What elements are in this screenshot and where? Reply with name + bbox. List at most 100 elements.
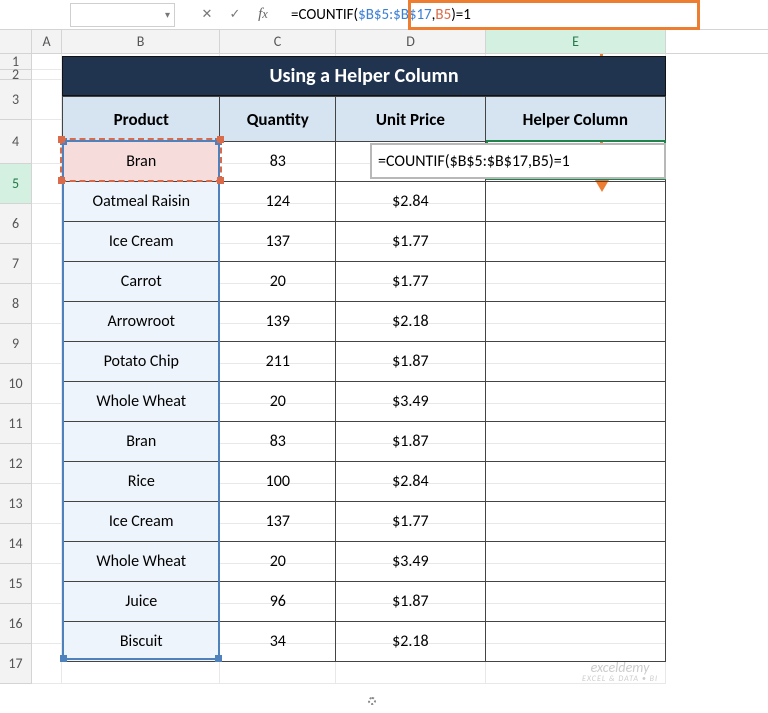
cell[interactable] bbox=[32, 54, 62, 70]
row-header-14[interactable]: 14 bbox=[0, 524, 32, 564]
cell-quantity[interactable]: 211 bbox=[220, 342, 336, 381]
cell-unit-price[interactable]: $1.77 bbox=[336, 502, 486, 541]
cancel-icon[interactable]: ✕ bbox=[193, 3, 221, 27]
cell[interactable] bbox=[32, 120, 62, 164]
fill-handle-icon[interactable] bbox=[368, 697, 376, 705]
cell-helper[interactable] bbox=[486, 382, 665, 421]
row-header-17[interactable]: 17 bbox=[0, 644, 32, 684]
name-box[interactable]: ▾ bbox=[70, 3, 175, 27]
cell-product[interactable]: Oatmeal Raisin bbox=[63, 182, 220, 221]
accept-icon[interactable]: ✓ bbox=[221, 3, 249, 27]
cell[interactable] bbox=[32, 80, 62, 120]
cell-product[interactable]: Ice Cream bbox=[63, 502, 220, 541]
cell-unit-price[interactable]: $1.77 bbox=[336, 262, 486, 301]
cell-quantity[interactable]: 96 bbox=[220, 582, 336, 621]
cell-unit-price[interactable]: $1.87 bbox=[336, 422, 486, 461]
cell-product[interactable]: Ice Cream bbox=[63, 222, 220, 261]
cell[interactable] bbox=[32, 204, 62, 244]
cell-helper[interactable] bbox=[486, 262, 665, 301]
row-header-5[interactable]: 5 bbox=[0, 164, 32, 204]
row-header-4[interactable]: 4 bbox=[0, 120, 32, 164]
row-header-13[interactable]: 13 bbox=[0, 484, 32, 524]
row-header-7[interactable]: 7 bbox=[0, 244, 32, 284]
cell[interactable] bbox=[32, 604, 62, 644]
cell-quantity[interactable]: 83 bbox=[220, 422, 336, 461]
cell-helper[interactable] bbox=[486, 342, 665, 381]
row-header-9[interactable]: 9 bbox=[0, 324, 32, 364]
select-all-corner[interactable] bbox=[0, 30, 32, 53]
formula-input[interactable]: =COUNTIF($B$5:$B$17,B5)=1 bbox=[277, 0, 768, 29]
cell-helper[interactable] bbox=[486, 462, 665, 501]
cell-unit-price[interactable]: $3.49 bbox=[336, 542, 486, 581]
watermark-tag: EXCEL & DATA • BI bbox=[582, 675, 658, 683]
cell-product[interactable]: Carrot bbox=[63, 262, 220, 301]
cell[interactable] bbox=[32, 364, 62, 404]
cell-unit-price[interactable]: $1.77 bbox=[336, 222, 486, 261]
cell[interactable] bbox=[32, 324, 62, 364]
col-header-c[interactable]: C bbox=[220, 30, 336, 53]
cell-quantity[interactable]: 20 bbox=[220, 542, 336, 581]
cell-helper[interactable] bbox=[486, 182, 665, 221]
cell[interactable] bbox=[32, 284, 62, 324]
cell[interactable] bbox=[32, 244, 62, 284]
cell[interactable] bbox=[32, 644, 62, 684]
cell-helper[interactable] bbox=[486, 622, 665, 661]
fx-icon[interactable]: fx bbox=[249, 3, 277, 27]
cell[interactable] bbox=[32, 524, 62, 564]
cell-product[interactable]: Whole Wheat bbox=[63, 542, 220, 581]
cell-product[interactable]: Whole Wheat bbox=[63, 382, 220, 421]
cell-unit-price[interactable]: $1.87 bbox=[336, 342, 486, 381]
row-header-16[interactable]: 16 bbox=[0, 604, 32, 644]
cell[interactable] bbox=[32, 564, 62, 604]
row-header-15[interactable]: 15 bbox=[0, 564, 32, 604]
cell-quantity[interactable]: 124 bbox=[220, 182, 336, 221]
cell-helper[interactable] bbox=[486, 542, 665, 581]
row-header-8[interactable]: 8 bbox=[0, 284, 32, 324]
chevron-down-icon[interactable]: ▾ bbox=[165, 8, 170, 21]
cell-quantity[interactable]: 137 bbox=[220, 222, 336, 261]
cell-unit-price[interactable]: $3.49 bbox=[336, 382, 486, 421]
cell-quantity[interactable]: 20 bbox=[220, 382, 336, 421]
row-header-12[interactable]: 12 bbox=[0, 444, 32, 484]
row-header-3[interactable]: 3 bbox=[0, 80, 32, 120]
table-row: Potato Chip211$1.87 bbox=[63, 341, 665, 381]
cell-unit-price[interactable]: $2.18 bbox=[336, 622, 486, 661]
cell-product[interactable]: Bran bbox=[63, 422, 220, 461]
cell-product[interactable]: Potato Chip bbox=[63, 342, 220, 381]
cell-unit-price[interactable]: $2.84 bbox=[336, 182, 486, 221]
row-header-11[interactable]: 11 bbox=[0, 404, 32, 444]
cell-unit-price[interactable]: $2.18 bbox=[336, 302, 486, 341]
col-header-b[interactable]: B bbox=[62, 30, 220, 53]
cell[interactable] bbox=[32, 484, 62, 524]
cell-unit-price[interactable]: $2.84 bbox=[336, 462, 486, 501]
cell-product[interactable]: Juice bbox=[63, 582, 220, 621]
col-header-d[interactable]: D bbox=[336, 30, 486, 53]
cell-unit-price[interactable]: $1.87 bbox=[336, 582, 486, 621]
row-header-2[interactable]: 2 bbox=[0, 70, 32, 80]
col-header-e[interactable]: E bbox=[486, 30, 666, 53]
cell-helper[interactable] bbox=[486, 222, 665, 261]
cell-quantity[interactable]: 34 bbox=[220, 622, 336, 661]
cell-helper[interactable] bbox=[486, 582, 665, 621]
cell-product[interactable]: Arrowroot bbox=[63, 302, 220, 341]
col-header-a[interactable]: A bbox=[32, 30, 62, 53]
cell[interactable] bbox=[32, 444, 62, 484]
cell-product[interactable]: Bran bbox=[63, 142, 220, 181]
cell-quantity[interactable]: 20 bbox=[220, 262, 336, 301]
cell[interactable] bbox=[32, 164, 62, 204]
cell-product[interactable]: Biscuit bbox=[63, 622, 220, 661]
cell-quantity[interactable]: 83 bbox=[220, 142, 336, 181]
cell-quantity[interactable]: 100 bbox=[220, 462, 336, 501]
cell-product[interactable]: Rice bbox=[63, 462, 220, 501]
row-header-10[interactable]: 10 bbox=[0, 364, 32, 404]
cell[interactable] bbox=[32, 70, 62, 80]
cell-quantity[interactable]: 137 bbox=[220, 502, 336, 541]
cell[interactable] bbox=[32, 404, 62, 444]
data-table: Product Quantity Unit Price Helper Colum… bbox=[62, 96, 666, 662]
cell-helper[interactable] bbox=[486, 502, 665, 541]
row-header-6[interactable]: 6 bbox=[0, 204, 32, 244]
cell-helper[interactable] bbox=[486, 302, 665, 341]
cell-quantity[interactable]: 139 bbox=[220, 302, 336, 341]
cell-helper[interactable] bbox=[486, 422, 665, 461]
inline-formula-editor[interactable]: =COUNTIF($B$5:$B$17,B5)=1 bbox=[370, 143, 666, 179]
